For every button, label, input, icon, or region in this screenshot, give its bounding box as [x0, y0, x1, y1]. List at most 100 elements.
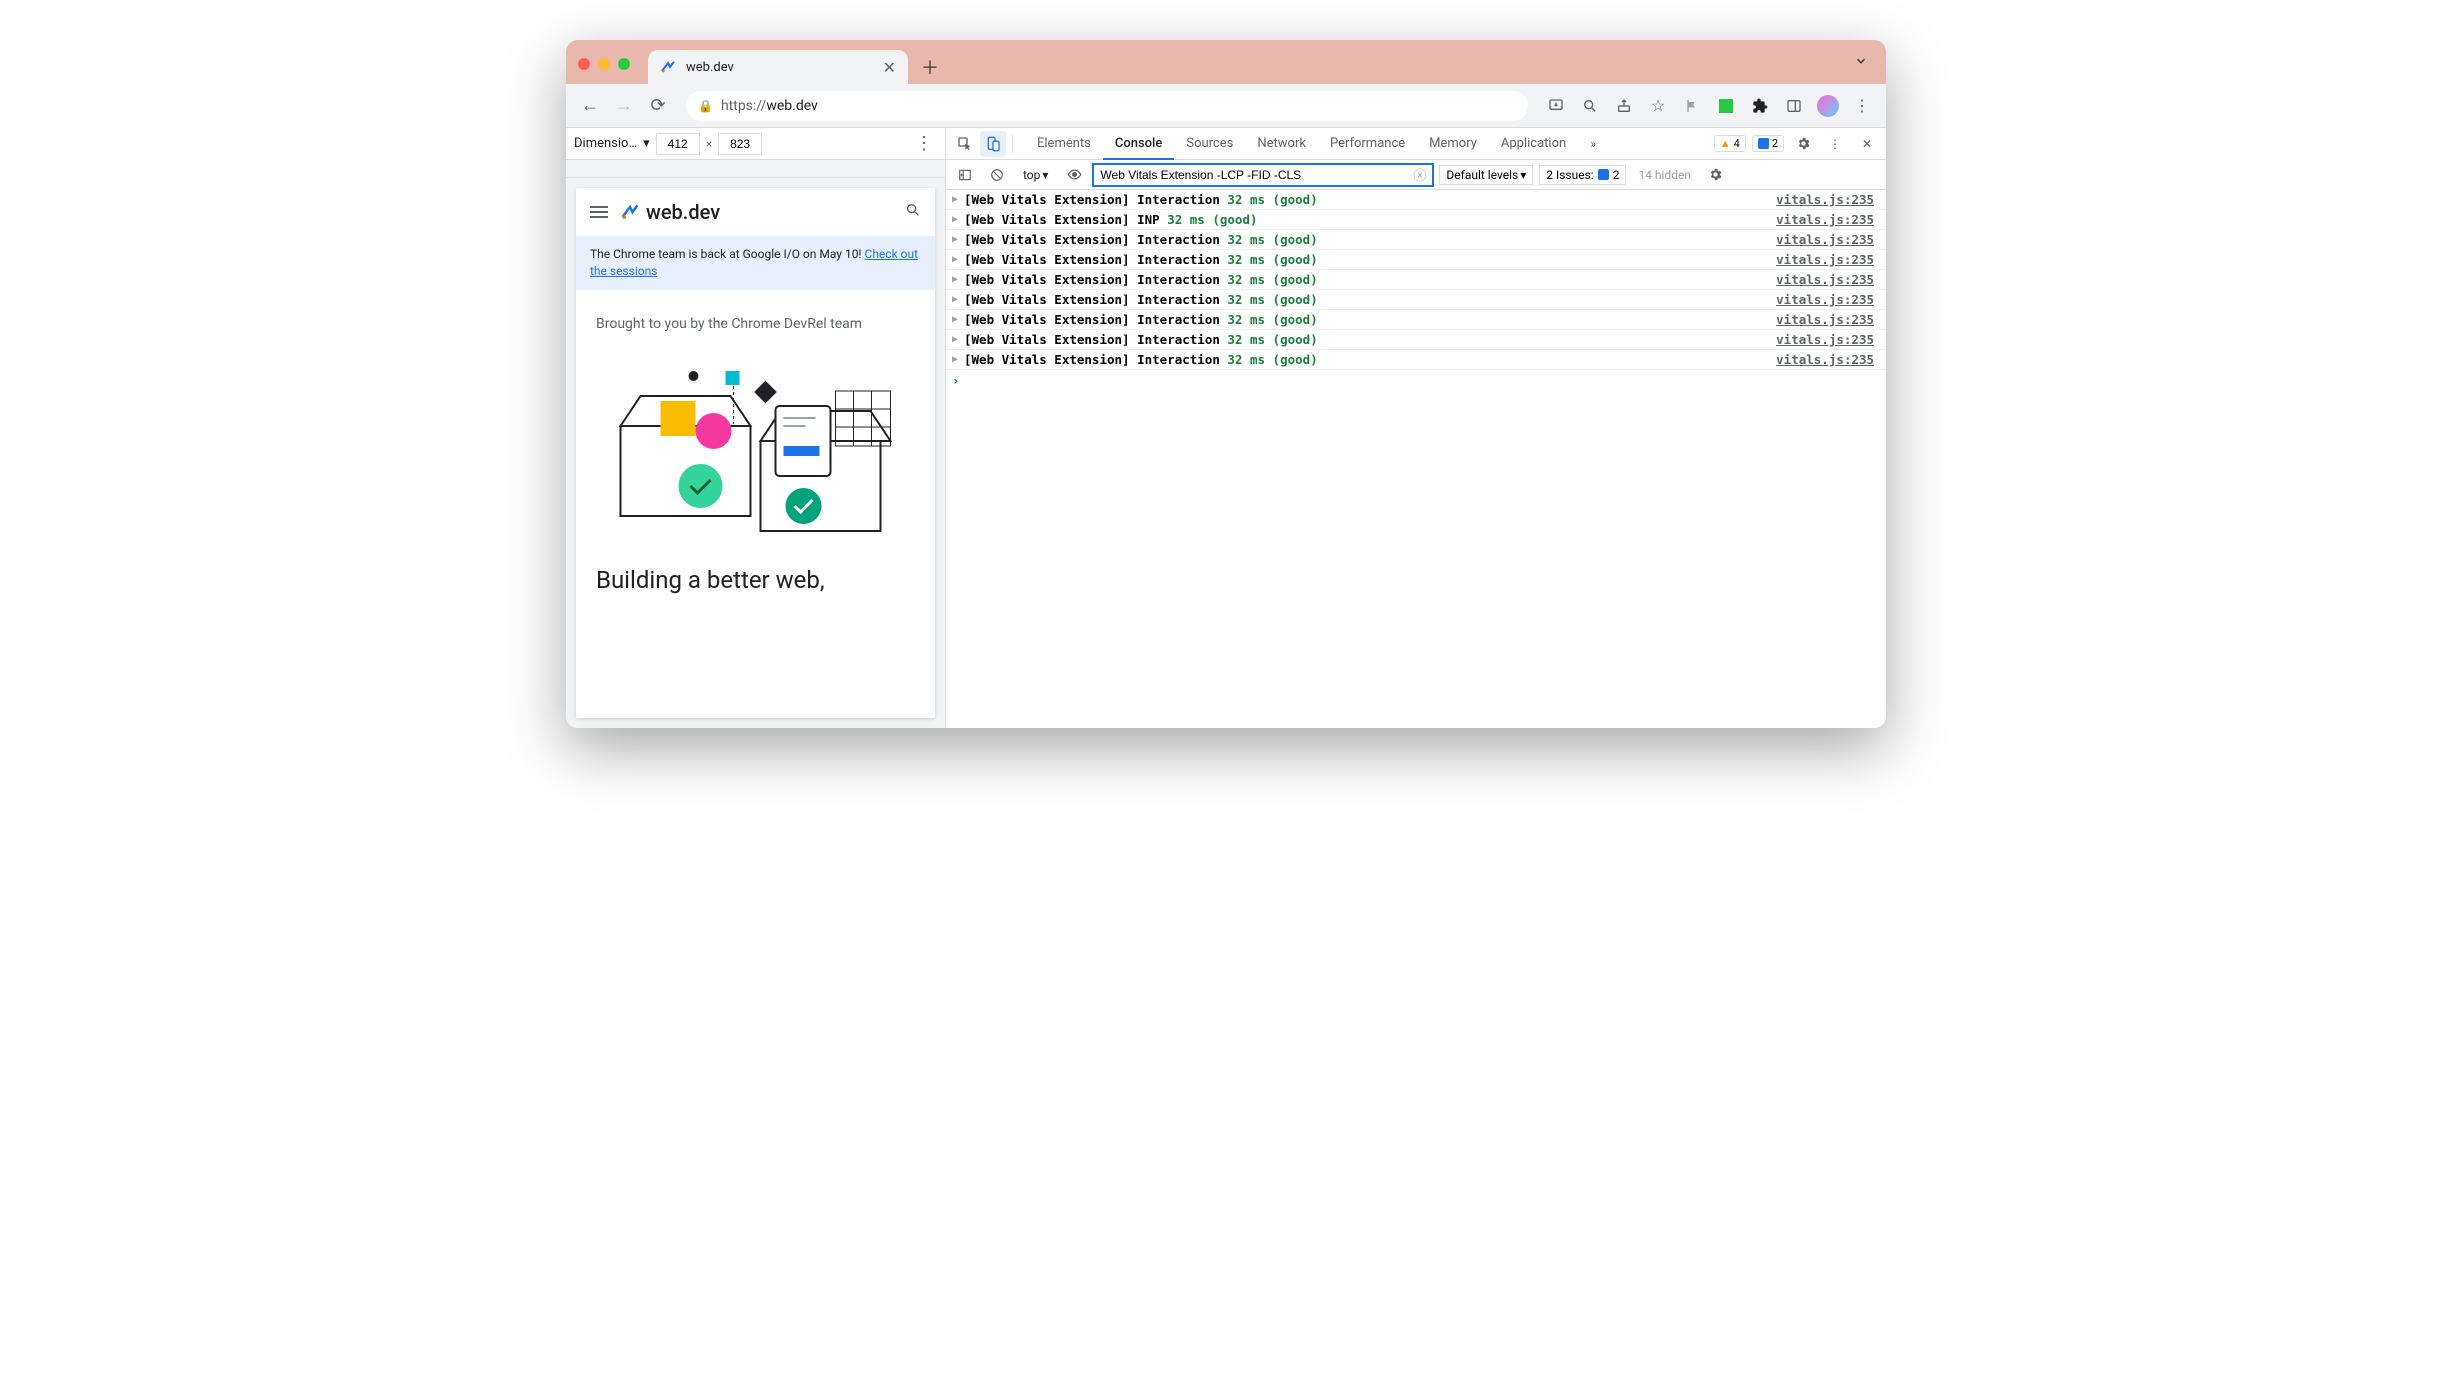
log-message: [Web Vitals Extension] Interaction 32 ms… — [964, 192, 1776, 207]
devtools-tab-network[interactable]: Network — [1245, 128, 1318, 160]
inspect-element-icon[interactable] — [952, 131, 978, 157]
expand-caret-icon[interactable]: ▶ — [952, 314, 964, 325]
close-devtools-icon[interactable]: ✕ — [1854, 131, 1880, 157]
console-sidebar-toggle-icon[interactable] — [952, 162, 978, 188]
log-message: [Web Vitals Extension] Interaction 32 ms… — [964, 352, 1776, 367]
devtools-tab-memory[interactable]: Memory — [1417, 128, 1489, 160]
settings-gear-icon[interactable] — [1790, 131, 1816, 157]
devtools-tab-performance[interactable]: Performance — [1318, 128, 1417, 160]
site-logo[interactable]: web.dev — [620, 200, 720, 224]
log-message: [Web Vitals Extension] Interaction 32 ms… — [964, 292, 1776, 307]
extension-icon[interactable] — [1712, 92, 1740, 120]
console-log-row: ▶[Web Vitals Extension] Interaction 32 m… — [946, 330, 1886, 350]
log-source-link[interactable]: vitals.js:235 — [1776, 332, 1880, 347]
log-source-link[interactable]: vitals.js:235 — [1776, 352, 1880, 367]
new-tab-button[interactable]: ＋ — [916, 53, 944, 81]
devtools-menu-icon[interactable]: ⋮ — [1822, 131, 1848, 157]
console-log-row: ▶[Web Vitals Extension] Interaction 32 m… — [946, 190, 1886, 210]
expand-caret-icon[interactable]: ▶ — [952, 294, 964, 305]
back-button[interactable]: ← — [576, 92, 604, 120]
site-name: web.dev — [646, 200, 720, 224]
expand-caret-icon[interactable]: ▶ — [952, 194, 964, 205]
extensions-puzzle-icon[interactable] — [1746, 92, 1774, 120]
browser-window: web.dev ✕ ＋ ← → ⟳ 🔒 https://web.dev — [566, 40, 1886, 728]
devtools-tabbar: ElementsConsoleSourcesNetworkPerformance… — [946, 128, 1886, 160]
chrome-menu-icon[interactable]: ⋮ — [1848, 92, 1876, 120]
device-more-icon[interactable]: ⋮ — [911, 133, 937, 154]
hero-illustration — [576, 340, 935, 556]
devtools-tab-elements[interactable]: Elements — [1025, 128, 1103, 160]
zoom-icon[interactable] — [1576, 92, 1604, 120]
expand-caret-icon[interactable]: ▶ — [952, 234, 964, 245]
log-message: [Web Vitals Extension] INP 32 ms (good) — [964, 212, 1776, 227]
dimension-preset-select[interactable]: Dimensio… — [574, 136, 637, 151]
console-log-row: ▶[Web Vitals Extension] INP 32 ms (good)… — [946, 210, 1886, 230]
bookmark-star-icon[interactable]: ☆ — [1644, 92, 1672, 120]
log-source-link[interactable]: vitals.js:235 — [1776, 272, 1880, 287]
browser-tab[interactable]: web.dev ✕ — [648, 50, 908, 84]
subheading: Brought to you by the Chrome DevRel team — [576, 290, 935, 340]
context-select[interactable]: top▾ — [1016, 165, 1055, 185]
device-toggle-icon[interactable] — [980, 131, 1006, 157]
expand-caret-icon[interactable]: ▶ — [952, 254, 964, 265]
forward-button[interactable]: → — [610, 92, 638, 120]
more-tabs-icon[interactable]: » — [1580, 131, 1606, 157]
log-source-link[interactable]: vitals.js:235 — [1776, 252, 1880, 267]
expand-caret-icon[interactable]: ▶ — [952, 334, 964, 345]
close-tab-icon[interactable]: ✕ — [883, 58, 896, 77]
log-message: [Web Vitals Extension] Interaction 32 ms… — [964, 272, 1776, 287]
flag-icon[interactable] — [1678, 92, 1706, 120]
live-expression-icon[interactable] — [1061, 162, 1087, 188]
dimension-separator: × — [706, 137, 712, 151]
profile-avatar[interactable] — [1814, 92, 1842, 120]
console-log-row: ▶[Web Vitals Extension] Interaction 32 m… — [946, 270, 1886, 290]
share-icon[interactable] — [1610, 92, 1638, 120]
reload-button[interactable]: ⟳ — [644, 92, 672, 120]
width-input[interactable] — [656, 133, 700, 155]
omnibox[interactable]: 🔒 https://web.dev — [686, 91, 1528, 121]
hamburger-menu-icon[interactable] — [590, 206, 608, 218]
maximize-window-button[interactable] — [618, 58, 630, 70]
levels-label: Default levels — [1446, 168, 1518, 182]
log-message: [Web Vitals Extension] Interaction 32 ms… — [964, 332, 1776, 347]
rendered-page: web.dev The Chrome team is back at Googl… — [576, 188, 935, 718]
devtools-tab-console[interactable]: Console — [1103, 128, 1174, 160]
height-input[interactable] — [718, 133, 762, 155]
window-controls — [578, 58, 630, 84]
expand-caret-icon[interactable]: ▶ — [952, 274, 964, 285]
banner-text: The Chrome team is back at Google I/O on… — [590, 247, 865, 261]
toolbar-icons: ☆ ⋮ — [1542, 92, 1876, 120]
warnings-badge[interactable]: ▲4 — [1714, 135, 1746, 152]
chevron-down-icon: ▾ — [643, 136, 650, 151]
info-badge[interactable]: 2 — [1752, 135, 1784, 152]
tab-strip: web.dev ✕ ＋ — [648, 49, 1874, 84]
page-header: web.dev — [576, 188, 935, 236]
filter-field[interactable] — [1100, 168, 1413, 182]
close-window-button[interactable] — [578, 58, 590, 70]
side-panel-icon[interactable] — [1780, 92, 1808, 120]
minimize-window-button[interactable] — [598, 58, 610, 70]
install-app-icon[interactable] — [1542, 92, 1570, 120]
info-count: 2 — [1772, 137, 1778, 150]
filter-input[interactable]: ⓧ — [1093, 164, 1433, 186]
log-source-link[interactable]: vitals.js:235 — [1776, 312, 1880, 327]
expand-caret-icon[interactable]: ▶ — [952, 354, 964, 365]
clear-filter-icon[interactable]: ⓧ — [1413, 165, 1426, 184]
log-source-link[interactable]: vitals.js:235 — [1776, 292, 1880, 307]
log-source-link[interactable]: vitals.js:235 — [1776, 192, 1880, 207]
log-source-link[interactable]: vitals.js:235 — [1776, 232, 1880, 247]
log-source-link[interactable]: vitals.js:235 — [1776, 212, 1880, 227]
expand-caret-icon[interactable]: ▶ — [952, 214, 964, 225]
devtools-tabs: ElementsConsoleSourcesNetworkPerformance… — [1025, 128, 1578, 160]
console-prompt[interactable]: › — [946, 370, 1886, 391]
search-icon[interactable] — [905, 202, 921, 222]
clear-console-icon[interactable] — [984, 162, 1010, 188]
tab-overflow-icon[interactable] — [1848, 49, 1874, 76]
log-levels-select[interactable]: Default levels▾ — [1439, 165, 1533, 185]
console-settings-icon[interactable] — [1703, 162, 1729, 188]
device-viewport: web.dev The Chrome team is back at Googl… — [566, 178, 945, 728]
console-log-row: ▶[Web Vitals Extension] Interaction 32 m… — [946, 350, 1886, 370]
devtools-tab-application[interactable]: Application — [1489, 128, 1578, 160]
devtools-tab-sources[interactable]: Sources — [1174, 128, 1245, 160]
issues-button[interactable]: 2 Issues: 2 — [1539, 165, 1626, 185]
